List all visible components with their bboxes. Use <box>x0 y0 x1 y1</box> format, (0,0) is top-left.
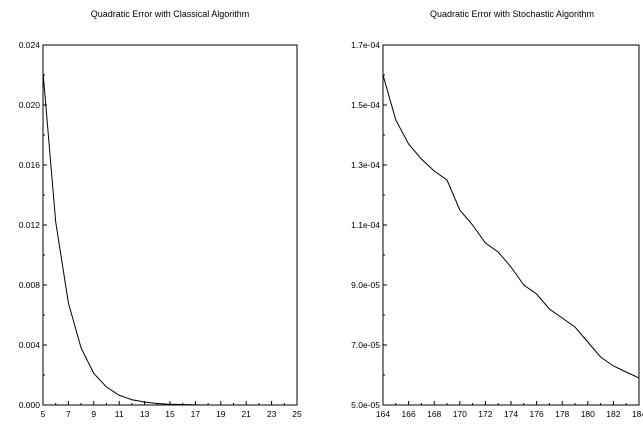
x-tick-label: 168 <box>427 409 441 419</box>
y-tick-label: 5.0e-05 <box>351 400 380 410</box>
y-tick-label: 0.020 <box>19 100 41 110</box>
y-tick-label: 0.000 <box>19 400 41 410</box>
x-tick-label: 15 <box>165 409 175 419</box>
classical-algorithm-chart: Quadratic Error with Classical Algorithm… <box>19 9 302 419</box>
y-tick-label: 1.1e-04 <box>351 220 380 230</box>
y-tick-label: 0.012 <box>19 220 41 230</box>
x-tick-label: 9 <box>91 409 96 419</box>
plot-frame-stochastic <box>382 44 640 406</box>
y-tick-label: 0.016 <box>19 160 41 170</box>
x-tick-label: 17 <box>191 409 201 419</box>
x-tick-label: 11 <box>115 409 124 419</box>
x-tick-label: 174 <box>504 409 518 419</box>
x-tick-label: 13 <box>140 409 150 419</box>
y-tick-label: 1.3e-04 <box>351 160 380 170</box>
x-tick-label: 178 <box>555 409 569 419</box>
y-tick-label: 0.004 <box>19 340 41 350</box>
x-tick-label: 23 <box>267 409 277 419</box>
x-tick-label: 25 <box>292 409 302 419</box>
y-tick-label: 9.0e-05 <box>351 280 380 290</box>
y-tick-label: 7.0e-05 <box>351 340 380 350</box>
y-tick-label: 1.5e-04 <box>351 100 380 110</box>
x-tick-label: 176 <box>530 409 544 419</box>
plot-frame-classical <box>42 44 298 406</box>
chart-title-classical: Quadratic Error with Classical Algorithm <box>91 9 250 19</box>
x-tick-label: 164 <box>376 409 390 419</box>
x-tick-label: 5 <box>41 409 46 419</box>
x-tick-label: 19 <box>216 409 226 419</box>
x-tick-label: 7 <box>66 409 71 419</box>
x-tick-label: 184 <box>632 409 643 419</box>
y-tick-label: 0.008 <box>19 280 41 290</box>
data-line-classical <box>42 71 297 406</box>
x-tick-label: 170 <box>453 409 467 419</box>
stochastic-algorithm-chart: Quadratic Error with Stochastic Algorith… <box>351 9 643 419</box>
x-tick-label: 172 <box>478 409 492 419</box>
data-line-stochastic <box>382 74 640 379</box>
y-tick-label: 0.024 <box>19 40 41 50</box>
x-tick-label: 21 <box>241 409 251 419</box>
x-tick-label: 166 <box>402 409 416 419</box>
x-tick-label: 182 <box>606 409 620 419</box>
x-tick-label: 180 <box>581 409 595 419</box>
y-tick-label: 1.7e-04 <box>351 40 380 50</box>
chart-title-stochastic: Quadratic Error with Stochastic Algorith… <box>430 9 594 19</box>
